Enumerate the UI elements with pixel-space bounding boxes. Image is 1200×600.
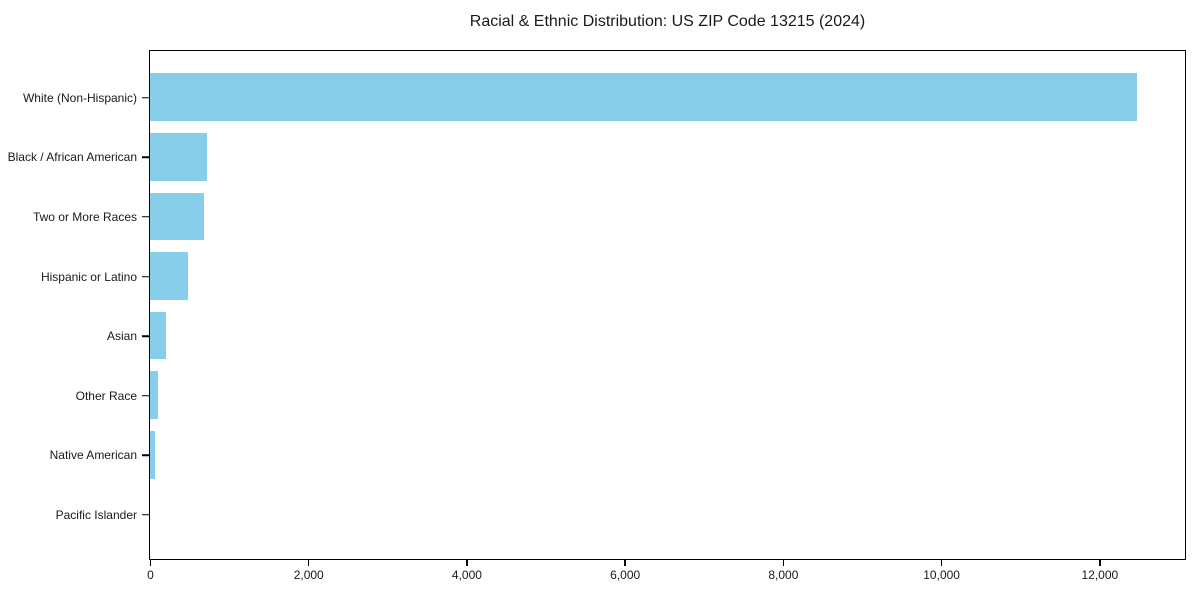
category-label-5: Other Race (75, 388, 137, 403)
x-tick-mark-3 (624, 560, 626, 566)
x-tick-label-5: 10,000 (923, 568, 960, 582)
x-tick-label-6: 12,000 (1081, 568, 1119, 582)
x-tick-mark-5 (940, 560, 943, 566)
bar-2 (150, 192, 204, 241)
y-tick-mark-7 (142, 514, 149, 516)
bar-6 (150, 430, 156, 479)
category-label-2: Two or More Races (32, 209, 137, 224)
x-tick-label-2: 4,000 (451, 568, 482, 582)
x-tick-mark-6 (1099, 560, 1101, 566)
x-tick-mark-2 (466, 560, 468, 566)
y-tick-mark-3 (142, 275, 149, 278)
plot-area (149, 50, 1186, 560)
x-tick-label-1: 2,000 (293, 568, 324, 582)
bar-0 (150, 73, 1138, 122)
y-tick-mark-5 (142, 394, 149, 397)
chart-title: Racial & Ethnic Distribution: US ZIP Cod… (469, 13, 866, 30)
bar-5 (150, 371, 158, 420)
x-tick-label-4: 8,000 (768, 568, 799, 582)
category-label-3: Hispanic or Latino (40, 269, 137, 284)
bar-1 (150, 132, 207, 181)
x-tick-label-3: 6,000 (610, 568, 641, 582)
x-tick-mark-4 (782, 560, 785, 566)
category-label-7: Pacific Islander (55, 507, 137, 522)
y-tick-mark-6 (142, 454, 149, 457)
y-tick-mark-2 (142, 216, 149, 218)
category-label-6: Native American (49, 448, 137, 463)
category-label-0: White (Non-Hispanic) (22, 90, 137, 105)
y-tick-mark-0 (142, 96, 149, 99)
x-tick-label-0: 0 (147, 568, 154, 582)
x-tick-mark-1 (307, 560, 310, 566)
bar-4 (150, 311, 166, 360)
y-tick-mark-4 (142, 335, 149, 337)
category-label-4: Asian (106, 329, 137, 344)
y-tick-mark-1 (142, 156, 149, 159)
x-tick-mark-0 (149, 560, 152, 566)
category-label-1: Black / African American (7, 150, 137, 165)
bar-3 (150, 252, 188, 300)
